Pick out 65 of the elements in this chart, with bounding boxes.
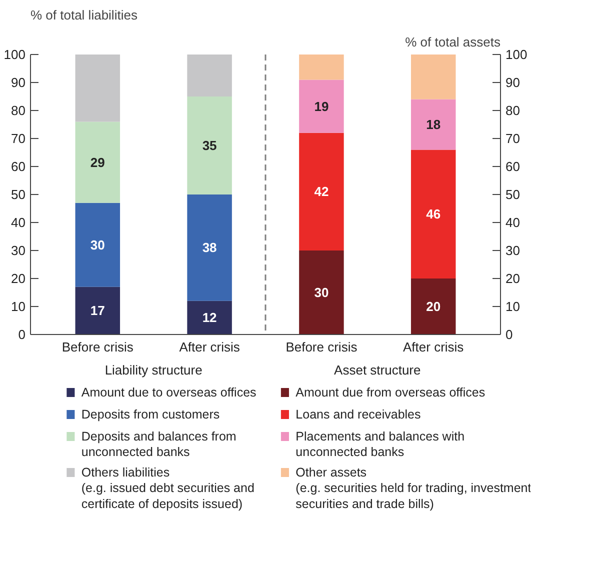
y2-tick-label: 80 [506, 103, 520, 118]
y-axis-title: % of total liabilities [30, 8, 138, 22]
bar [299, 132, 344, 250]
y2-tick-label: 100 [506, 47, 528, 62]
y-tick-label: 10 [11, 299, 26, 314]
data-label: 30 [90, 237, 105, 252]
bar [75, 122, 120, 203]
y-tick-label: 30 [11, 243, 26, 258]
x-tick-label: Before crisis [286, 340, 358, 354]
y-tick-label: 0 [18, 327, 26, 342]
y-tick-label: 20 [11, 271, 26, 286]
x-tick-label: Before crisis [62, 340, 134, 354]
bar [410, 150, 456, 278]
text: Liability structure [104, 362, 202, 378]
text: Asset structure [334, 362, 421, 378]
y-tick-label: 70 [11, 131, 26, 146]
bar [187, 194, 232, 301]
legend-label: Amount due from overseas offices [296, 386, 486, 400]
data-label: 12 [202, 310, 217, 326]
data-label: 35 [202, 138, 217, 153]
legend-label: Amount due to overseas offices [81, 386, 256, 400]
data-label: 17 [90, 303, 105, 318]
y2-axis-title: % of total assets [405, 34, 501, 50]
y-tick-label: 40 [11, 215, 26, 230]
data-label: 38 [202, 240, 217, 256]
data-label: 19 [314, 98, 329, 114]
data-label: 29 [90, 154, 105, 170]
bar [410, 278, 456, 334]
bar [299, 250, 344, 334]
bar [75, 202, 120, 287]
bar [410, 99, 456, 150]
x-tick-label: After crisis [403, 340, 464, 354]
bar [410, 54, 456, 100]
y2-tick-label: 60 [506, 159, 520, 174]
bar [187, 300, 232, 334]
legend-label: Deposits and balances from unconnected banks [81, 430, 236, 460]
y-tick-label: 50 [11, 187, 26, 202]
legend-label: Others liabilities (e.g. issued debt securities and certificate of deposits issued) [81, 466, 254, 511]
y2-tick-label: 0 [506, 327, 513, 342]
y-tick-label: 60 [11, 159, 26, 174]
y-tick-label: 100 [4, 47, 26, 62]
data-label: 30 [314, 285, 329, 300]
legend-label: Loans and receivables [296, 408, 421, 422]
y2-tick-label: 70 [506, 131, 520, 146]
bar [299, 80, 344, 133]
bar [75, 286, 120, 334]
y2-tick-label: 20 [506, 271, 520, 286]
y2-tick-label: 30 [506, 243, 520, 258]
data-label: 18 [426, 117, 441, 132]
y2-tick-label: 10 [506, 299, 520, 314]
y-tick-label: 80 [11, 103, 26, 118]
y2-tick-label: 40 [506, 215, 520, 230]
y2-tick-label: 50 [506, 187, 520, 202]
data-label: 42 [314, 184, 329, 200]
legend-label: Placements and balances with unconnected banks [296, 430, 465, 460]
y-tick-label: 90 [11, 75, 26, 90]
x-tick-label: After crisis [179, 340, 240, 354]
bar [187, 96, 232, 194]
bar [187, 54, 232, 96]
data-label: 20 [426, 299, 441, 314]
data-label: 46 [426, 206, 441, 222]
bar [299, 54, 344, 80]
legend-label: Deposits from customers [81, 408, 220, 422]
y2-tick-label: 90 [506, 75, 520, 90]
bar [75, 54, 120, 122]
